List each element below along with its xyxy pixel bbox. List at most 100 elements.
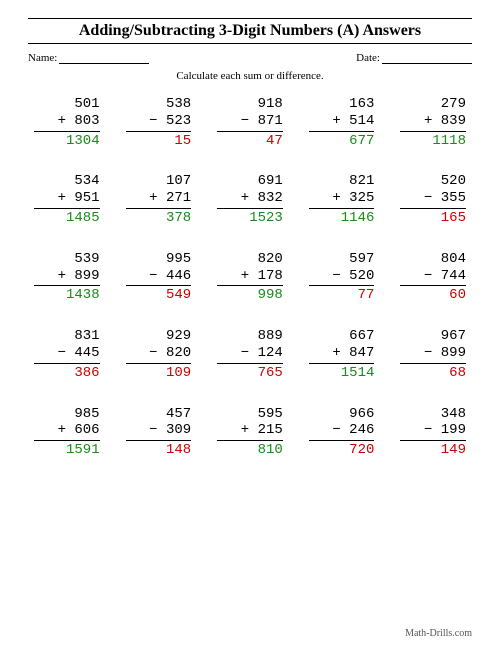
operand-bottom: − 445 [34,345,100,364]
problem-cell: 597− 52077 [309,251,375,304]
problem-cell: 995− 446549 [126,251,192,304]
operand-top: 348 [400,406,466,423]
operand-bottom: + 514 [309,113,375,132]
problem-cell: 691+ 8321523 [217,173,283,226]
problem-cell: 966− 246720 [309,406,375,459]
answer: 1523 [217,210,283,227]
operand-bottom: − 446 [126,268,192,287]
answer: 148 [126,442,192,459]
operand-top: 457 [126,406,192,423]
answer: 1146 [309,210,375,227]
operand-bottom: + 803 [34,113,100,132]
answer: 1304 [34,133,100,150]
meta-row: Name: Date: [28,52,472,64]
problem-grid: 501+ 8031304 538− 52315 918− 87147 163+ 514… [28,96,472,459]
operand-bottom: + 899 [34,268,100,287]
answer: 149 [400,442,466,459]
operand-bottom: + 178 [217,268,283,287]
answer: 378 [126,210,192,227]
problem-cell: 539+ 8991438 [34,251,100,304]
operand-top: 501 [34,96,100,113]
operand-bottom: − 199 [400,422,466,441]
operand-top: 534 [34,173,100,190]
operand-bottom: + 271 [126,190,192,209]
operand-bottom: + 606 [34,422,100,441]
operand-bottom: − 820 [126,345,192,364]
operand-bottom: + 839 [400,113,466,132]
problem-cell: 595+ 215810 [217,406,283,459]
operand-bottom: − 520 [309,268,375,287]
operand-top: 597 [309,251,375,268]
answer: 1514 [309,365,375,382]
answer: 15 [126,133,192,150]
answer: 386 [34,365,100,382]
operand-bottom: − 899 [400,345,466,364]
name-field: Name: [28,52,149,64]
date-field: Date: [356,52,472,64]
operand-top: 929 [126,328,192,345]
answer: 1591 [34,442,100,459]
operand-top: 918 [217,96,283,113]
operand-top: 967 [400,328,466,345]
operand-top: 520 [400,173,466,190]
problem-cell: 107+ 271378 [126,173,192,226]
problem-cell: 667+ 8471514 [309,328,375,381]
operand-top: 538 [126,96,192,113]
operand-top: 107 [126,173,192,190]
date-blank [382,63,472,64]
operand-top: 595 [217,406,283,423]
problem-cell: 538− 52315 [126,96,192,149]
operand-top: 691 [217,173,283,190]
answer: 68 [400,365,466,382]
answer: 47 [217,133,283,150]
operand-bottom: − 871 [217,113,283,132]
operand-top: 539 [34,251,100,268]
operand-bottom: − 309 [126,422,192,441]
operand-bottom: + 951 [34,190,100,209]
problem-cell: 831− 445386 [34,328,100,381]
worksheet-page: Adding/Subtracting 3-Digit Numbers (A) A… [0,0,500,647]
answer: 165 [400,210,466,227]
operand-bottom: − 124 [217,345,283,364]
name-blank [59,63,149,64]
operand-bottom: − 744 [400,268,466,287]
operand-top: 966 [309,406,375,423]
operand-top: 804 [400,251,466,268]
operand-bottom: − 523 [126,113,192,132]
operand-top: 667 [309,328,375,345]
problem-cell: 918− 87147 [217,96,283,149]
problem-cell: 501+ 8031304 [34,96,100,149]
problem-cell: 820+ 178998 [217,251,283,304]
problem-cell: 985+ 6061591 [34,406,100,459]
answer: 109 [126,365,192,382]
operand-bottom: − 246 [309,422,375,441]
answer: 60 [400,287,466,304]
problem-cell: 520− 355165 [400,173,466,226]
operand-top: 821 [309,173,375,190]
answer: 810 [217,442,283,459]
operand-top: 889 [217,328,283,345]
problem-cell: 534+ 9511485 [34,173,100,226]
answer: 720 [309,442,375,459]
operand-bottom: − 355 [400,190,466,209]
operand-top: 163 [309,96,375,113]
problem-cell: 821+ 3251146 [309,173,375,226]
operand-top: 820 [217,251,283,268]
answer: 549 [126,287,192,304]
name-label: Name: [28,52,57,64]
date-label: Date: [356,52,380,64]
answer: 77 [309,287,375,304]
problem-cell: 889− 124765 [217,328,283,381]
operand-bottom: + 325 [309,190,375,209]
operand-bottom: + 847 [309,345,375,364]
answer: 765 [217,365,283,382]
problem-cell: 457− 309148 [126,406,192,459]
footer-credit: Math-Drills.com [405,628,472,639]
problem-cell: 967− 89968 [400,328,466,381]
answer: 998 [217,287,283,304]
answer: 1485 [34,210,100,227]
operand-top: 831 [34,328,100,345]
operand-top: 279 [400,96,466,113]
page-title: Adding/Subtracting 3-Digit Numbers (A) A… [28,18,472,44]
problem-cell: 163+ 514677 [309,96,375,149]
